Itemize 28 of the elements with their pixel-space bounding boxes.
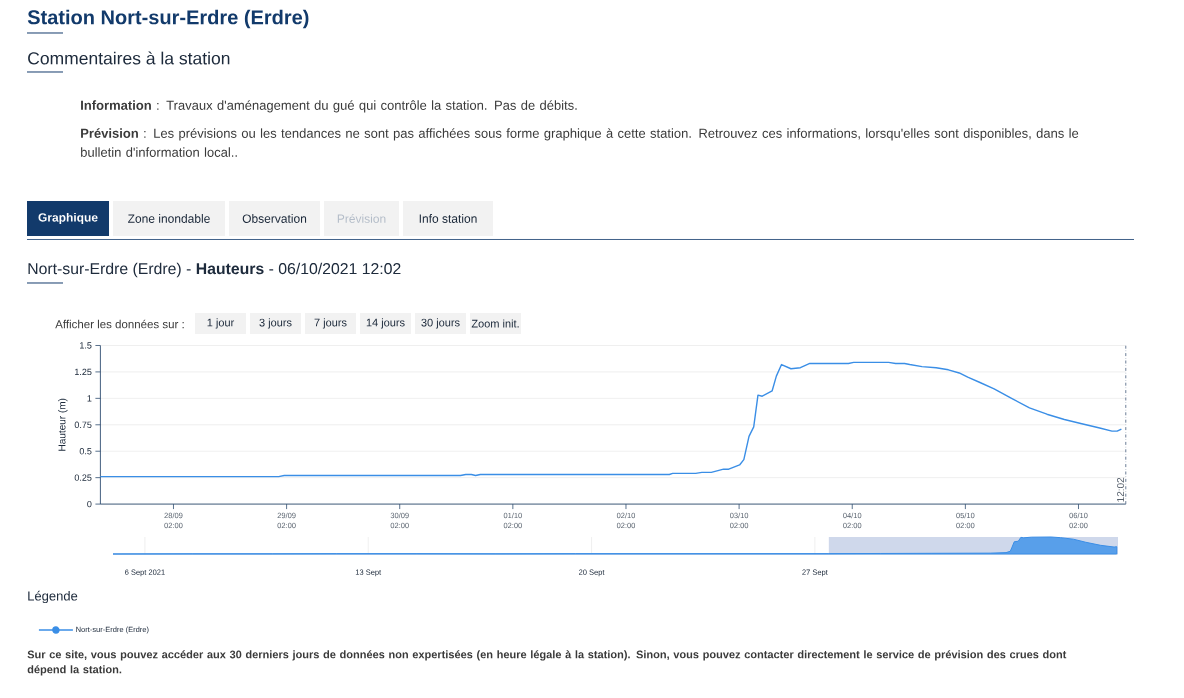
text: 3 jours: [259, 318, 292, 329]
text: Graphique: [38, 212, 98, 225]
chart-title: Station Nort-sur-Erdre (Erdre): [27, 9, 309, 29]
y-tick-label: 0: [87, 500, 92, 508]
y-tick-label: 1: [87, 395, 92, 402]
text: 7 jours: [314, 318, 347, 329]
text: Prévision : Les prévisions ou les tendances ne sont pas affichées sous forme graphique à cette station. Retrouvez ces informations, lorsqu'elles sont disponibles, dans le bulletin d'information local..: [81, 128, 1079, 157]
legend-title: Légende: [28, 590, 78, 604]
y-tick-label: 0.5: [79, 448, 92, 455]
y-tick-label: 0.25: [74, 474, 92, 481]
ref-line-label: 12:02: [1117, 477, 1125, 502]
y-tick-label: 1.25: [75, 368, 92, 376]
text: Sur ce site, vous pouvez accéder aux 30 derniers jours de données non expertisées (en heure légale à la station). Sinon, vous pouvez contacter directement le service de prévision des crues dont dépend la station.: [27, 650, 1067, 676]
text: Zoom init.: [471, 319, 519, 328]
text: Info station: [419, 214, 477, 223]
text: Afficher les données sur :: [55, 319, 184, 329]
chart-subtitle: Nort-sur-Erdre (Erdre) - Hauteurs - 06/10/2021 12:02: [28, 262, 401, 278]
text: Prévision: [337, 214, 386, 223]
y-axis-title: Hauteur (m): [58, 398, 68, 451]
text: Observation: [242, 214, 307, 223]
text: 1 jour: [207, 318, 235, 329]
text: Zone inondable: [128, 214, 210, 223]
y-tick-label: 0.75: [74, 421, 92, 428]
text: Commentaires à la station: [28, 51, 230, 65]
text: 14 jours: [366, 318, 405, 329]
text: Information : Travaux d'aménagement du gué qui contrôle la station. Pas de débits.: [81, 100, 577, 113]
y-tick-label: 1.5: [80, 342, 92, 349]
text: 30 jours: [421, 318, 460, 329]
